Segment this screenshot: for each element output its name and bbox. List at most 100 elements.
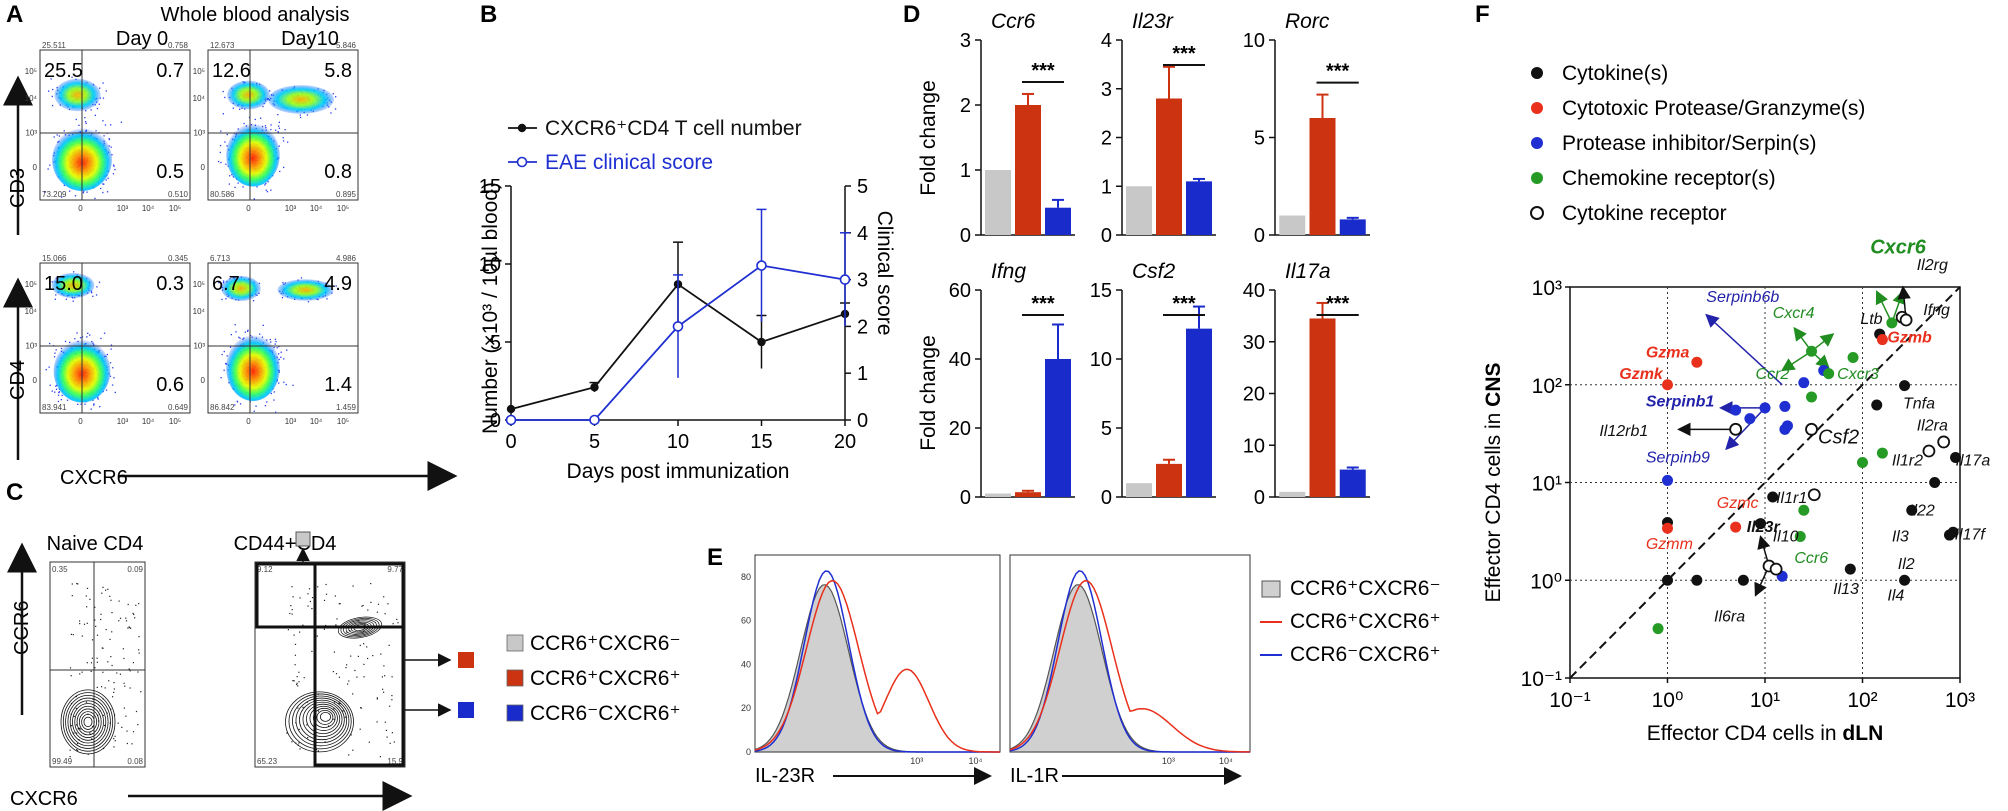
flow-event-dot bbox=[259, 333, 261, 335]
flow-event-dot bbox=[53, 356, 56, 358]
panel-f-point-receptor bbox=[1922, 444, 1936, 458]
contour-outlier-dot bbox=[307, 605, 309, 607]
contour-line bbox=[292, 695, 350, 747]
contour-outlier-dot bbox=[94, 606, 96, 608]
contour-outlier-dot bbox=[317, 710, 320, 712]
panel-b-xlabel: Days post immunization bbox=[567, 460, 790, 483]
panel-f-ylabel: Effector CD4 cells in CNS bbox=[1482, 362, 1505, 602]
flow-event-dot bbox=[278, 353, 280, 355]
panel-d-bar bbox=[1126, 186, 1152, 235]
contour-outlier-dot bbox=[303, 677, 305, 679]
contour-outlier-dot bbox=[324, 741, 326, 743]
axis-tick-label: 10⁴ bbox=[310, 204, 323, 213]
histogram-e-1: 0 20 40 60 80 10³ 10⁴ IL-23R bbox=[741, 554, 1001, 787]
panel-f-xtick-label: 10¹ bbox=[1750, 689, 1780, 712]
contour-outlier-dot bbox=[339, 603, 341, 605]
contour-outlier-dot bbox=[384, 675, 386, 677]
contour-outlier-dot bbox=[350, 734, 352, 736]
panel-d-significance: *** bbox=[1326, 61, 1350, 83]
axis-tick-label: 10⁵ bbox=[337, 417, 349, 426]
panel-f-diagonal bbox=[1569, 286, 1961, 679]
panel-b-y2tick-label: 0 bbox=[857, 410, 868, 432]
panel-f-xlabel-bold: dLN bbox=[1842, 722, 1883, 745]
contour-outlier-dot bbox=[364, 623, 366, 626]
contour-outlier-dot bbox=[76, 583, 78, 585]
contour-outlier-dot bbox=[346, 664, 348, 666]
flow-event-dot bbox=[275, 411, 277, 413]
panel-d-ytick-label: 0 bbox=[1101, 487, 1112, 509]
panel-f-point-chemokine bbox=[1847, 352, 1859, 364]
flow-event-dot bbox=[270, 189, 272, 191]
contour-outlier-dot bbox=[101, 647, 103, 649]
flow-event-dot bbox=[286, 349, 288, 351]
panel-d-bar bbox=[1186, 328, 1212, 497]
flow-event-dot bbox=[228, 382, 230, 384]
contour-outlier-dot bbox=[287, 629, 289, 631]
panel-f-gene-label: Il17a bbox=[1956, 452, 1991, 469]
flow-event-dot bbox=[65, 298, 67, 300]
panel-d-subplot-Ifng: 0 20 40 60 ***Ifng bbox=[949, 260, 1075, 509]
flow-event-dot bbox=[234, 186, 236, 188]
contour-outlier-dot bbox=[122, 648, 124, 650]
contour-outlier-dot bbox=[86, 622, 88, 624]
flow-event-dot bbox=[266, 98, 268, 100]
panel-letter-b: B bbox=[480, 1, 497, 28]
flow-event-dot bbox=[102, 183, 104, 185]
contour-outlier-dot bbox=[89, 598, 91, 600]
flow-event-dot bbox=[111, 154, 113, 156]
panel-f-gene-label: Il10 bbox=[1773, 528, 1799, 545]
flow-event-dot bbox=[234, 324, 236, 326]
panel-d-bar bbox=[1015, 105, 1041, 235]
flow-event-dot bbox=[335, 285, 337, 287]
flow-event-dot bbox=[225, 362, 227, 365]
panel-f-ytick-label: 10⁰ bbox=[1530, 570, 1562, 593]
panel-d-bar bbox=[1309, 318, 1336, 497]
panel-d-bar bbox=[1045, 207, 1071, 235]
flow-event-dot bbox=[282, 282, 284, 284]
flow-event-dot bbox=[278, 382, 280, 384]
flow-event-dot bbox=[278, 127, 281, 129]
quadrant-ur-value: 0.3 bbox=[156, 273, 184, 295]
histogram-xtick-label: 10³ bbox=[910, 756, 923, 766]
contour-outlier-dot bbox=[101, 592, 103, 594]
contour-outlier-dot bbox=[119, 673, 121, 675]
axis-tick-label: 10⁵ bbox=[337, 204, 349, 213]
flow-event-dot bbox=[113, 377, 115, 379]
contour-outlier-dot bbox=[289, 612, 291, 615]
contour-outlier-dot bbox=[104, 687, 106, 689]
contour-outlier-dot bbox=[113, 746, 115, 748]
flow-event-dot bbox=[264, 405, 267, 407]
quadrant-ul-value: 15.0 bbox=[44, 273, 83, 295]
flow-event-dot bbox=[219, 151, 221, 154]
axis-tick-label: 10⁴ bbox=[193, 307, 206, 316]
flow-event-dot bbox=[326, 298, 328, 300]
panel-c-legend-swatch bbox=[506, 704, 524, 722]
contour-outlier-dot bbox=[91, 657, 93, 659]
flow-plot-a-3: 15.0 0.3 0.6 15.066 0.345 83.941 0.649 10⁵ 10⁴ 10… bbox=[25, 254, 191, 426]
flow-event-dot bbox=[110, 348, 112, 350]
panel-b-legend-label: CXCR6⁺CD4 T cell number bbox=[545, 117, 802, 140]
contour-outlier-dot bbox=[309, 600, 311, 603]
panel-f-point-cytokine bbox=[1871, 399, 1883, 411]
axis-tick-label: 10³ bbox=[117, 204, 129, 213]
contour-outlier-dot bbox=[381, 676, 383, 678]
panel-f-ylabel-main: Effector CD4 cells in bbox=[1482, 407, 1505, 603]
panel-d-ytick-label: 30 bbox=[1243, 332, 1265, 354]
flow-plot-a-4: 6.7 4.9 1.4 6.713 4.986 86.842 1.459 10⁵ 10⁴ 10³ 0… bbox=[193, 254, 359, 426]
histogram-xlabel: IL-23R bbox=[755, 765, 815, 787]
contour-outlier-dot bbox=[135, 710, 138, 713]
contour-outlier-dot bbox=[94, 667, 96, 669]
contour-outlier-dot bbox=[296, 682, 298, 684]
contour-outlier-dot bbox=[348, 754, 350, 756]
contour-outlier-dot bbox=[392, 623, 394, 625]
panel-f-point-serpin bbox=[1744, 413, 1756, 425]
panel-f-point-cytokine bbox=[1755, 518, 1767, 530]
contour-outlier-dot bbox=[135, 604, 137, 606]
contour-outlier-dot bbox=[311, 597, 314, 599]
contour-outlier-dot bbox=[302, 706, 304, 708]
flow-event-dot bbox=[267, 181, 269, 183]
flow-event-dot bbox=[83, 190, 85, 192]
contour-outlier-dot bbox=[129, 687, 131, 689]
panel-f-ytick-label: 10¹ bbox=[1532, 473, 1562, 496]
contour-outlier-dot bbox=[113, 682, 115, 684]
